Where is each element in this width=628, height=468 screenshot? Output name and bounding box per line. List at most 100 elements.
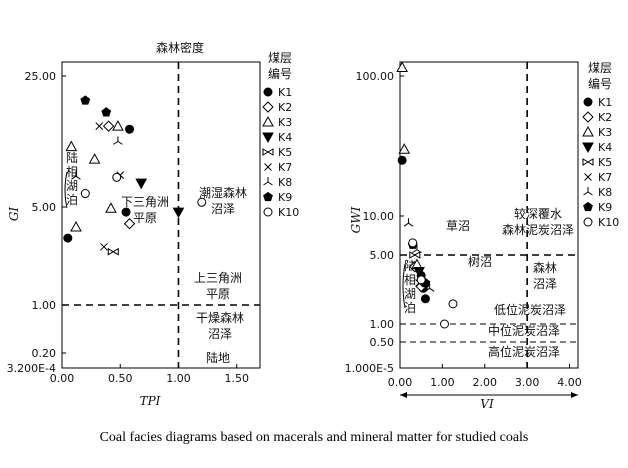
right-data-points bbox=[396, 61, 458, 329]
left-ann-bracket bbox=[64, 171, 68, 209]
legend-left-marker-k2 bbox=[262, 101, 274, 113]
left-ann-continental-lake-char: 湖 bbox=[66, 178, 78, 193]
legend-right-title-line2: 编号 bbox=[588, 76, 612, 91]
right-ann-continental-lake-char: 泊 bbox=[404, 301, 416, 315]
left-ann-lower-delta-1: 下三角洲 bbox=[121, 195, 169, 209]
right-ann-deep-forest-1: 较深覆水 bbox=[514, 206, 562, 221]
right-x-tick-label: 0.00 bbox=[388, 376, 413, 389]
right-y-tick-label: 1.000E-5 bbox=[345, 362, 394, 375]
right-ann-bracket bbox=[402, 263, 406, 309]
right-x-axis-label: VI bbox=[480, 397, 494, 411]
right-point-k5 bbox=[409, 251, 421, 259]
left-data-points bbox=[63, 95, 207, 256]
right-ann-mid-peat: 中位泥炭沼泽 bbox=[488, 323, 560, 338]
left-point-k8 bbox=[71, 171, 81, 180]
left-point-k3 bbox=[112, 120, 124, 131]
right-point-k10 bbox=[408, 238, 418, 248]
left-point-k3 bbox=[70, 220, 82, 232]
right-y-tick-label: 5.00 bbox=[370, 249, 395, 262]
right-plot-frame bbox=[399, 61, 579, 369]
right-ann-deep-forest-2: 森林泥炭沼泽 bbox=[502, 222, 574, 237]
right-ann-continental-lake-char: 湖 bbox=[404, 286, 416, 301]
left-point-k10 bbox=[197, 197, 207, 207]
left-ann-land: 陆地 bbox=[206, 350, 230, 365]
legend-left-label-k7: K7 bbox=[278, 161, 292, 174]
left-point-k3 bbox=[65, 140, 78, 152]
right-point-k8 bbox=[424, 283, 435, 292]
left-chart-title: 森林密度 bbox=[156, 40, 204, 55]
legend-right-label-k7: K7 bbox=[598, 171, 612, 184]
legend-left-marker-k3 bbox=[262, 115, 274, 127]
left-tick-group: 0.00 0.50 1.00 1.50 25.00 5.00 1.00 0.20 3.200E-… bbox=[7, 70, 249, 385]
left-point-k1 bbox=[121, 207, 131, 217]
legend-left-label-k5: K5 bbox=[278, 146, 292, 159]
legend-left-label-k9: K9 bbox=[278, 191, 292, 204]
legend-right-label-k1: K1 bbox=[598, 96, 612, 109]
figure-caption: Coal facies diagrams based on macerals a… bbox=[99, 430, 529, 445]
right-y-tick-label: 10.00 bbox=[363, 210, 395, 223]
right-x-tick-label: 1.00 bbox=[430, 376, 455, 389]
left-x-tick-label: 0.50 bbox=[108, 372, 133, 385]
left-point-k8 bbox=[113, 136, 123, 145]
legend-left-title-line1: 煤层 bbox=[268, 51, 292, 65]
left-point-k7 bbox=[100, 242, 108, 251]
left-chart: 森林密度 0.00 0.50 1.00 1.50 25.00 5.00 1.00 0.20 3.… bbox=[7, 40, 261, 408]
legend-left-marker-k9 bbox=[263, 191, 273, 202]
legend-left-label-k1: K1 bbox=[278, 86, 292, 99]
left-plot-frame bbox=[61, 61, 261, 369]
left-point-k2 bbox=[102, 120, 115, 132]
left-y-tick-label: 3.200E-4 bbox=[7, 362, 56, 375]
right-point-k8 bbox=[403, 218, 414, 227]
left-y-tick-label: 25.00 bbox=[25, 70, 57, 83]
left-point-k4 bbox=[135, 178, 148, 190]
left-ann-continental-lake-char: 相 bbox=[66, 165, 78, 179]
left-y-tick-label: 0.20 bbox=[32, 347, 57, 360]
left-x-tick-label: 1.50 bbox=[224, 372, 249, 385]
left-ann-dry-forest-2: 沼泽 bbox=[208, 327, 232, 341]
left-point-k10 bbox=[112, 172, 122, 182]
legend-right-label-k5: K5 bbox=[598, 156, 612, 169]
left-point-k2 bbox=[123, 218, 136, 230]
legend-right-marker-k1 bbox=[583, 97, 593, 107]
left-ann-upper-delta-1: 上三角洲 bbox=[194, 271, 242, 285]
legend-right-label-k4: K4 bbox=[598, 141, 612, 154]
left-y-tick-label: 1.00 bbox=[32, 299, 57, 312]
legend-right-marker-k2 bbox=[582, 111, 594, 123]
legend-right-marker-k5 bbox=[582, 158, 594, 166]
legend-right-label-k3: K3 bbox=[598, 126, 612, 139]
right-point-k3 bbox=[396, 61, 408, 73]
legend-left-title-line2: 编号 bbox=[268, 66, 292, 81]
legend-right-label-k2: K2 bbox=[598, 111, 612, 124]
legend-right-marker-k10 bbox=[583, 217, 593, 227]
legend-left-marker-k10 bbox=[263, 207, 273, 217]
right-y-axis-label: GWI bbox=[349, 206, 363, 233]
left-point-k5 bbox=[107, 247, 119, 256]
legend-right-label-k9: K9 bbox=[598, 201, 612, 214]
legend-left-label-k2: K2 bbox=[278, 101, 292, 114]
right-y-tick-label: 100.00 bbox=[356, 70, 395, 83]
left-point-k3 bbox=[105, 202, 117, 213]
right-ann-tree-swamp: 树沼 bbox=[468, 254, 492, 269]
left-ann-dry-forest-1: 干燥森林 bbox=[196, 310, 244, 325]
legend-left-marker-k7 bbox=[264, 163, 272, 171]
right-x-tick-label: 3.00 bbox=[515, 376, 540, 389]
legend-right-title-line1: 煤层 bbox=[588, 61, 612, 75]
right-point-k10 bbox=[440, 319, 449, 329]
legend-right-marker-k9 bbox=[583, 201, 593, 212]
legend-right-marker-k7 bbox=[584, 173, 592, 181]
right-point-k3 bbox=[398, 143, 411, 154]
left-ann-lower-delta-2: 平原 bbox=[133, 211, 157, 225]
right-guide-lines bbox=[400, 62, 578, 368]
left-point-k9 bbox=[80, 95, 91, 105]
legend-left-marker-k4 bbox=[262, 132, 274, 144]
legend-left-marker-k5 bbox=[262, 148, 274, 156]
right-ann-high-peat: 高位泥炭沼泽 bbox=[488, 344, 560, 359]
right-x-tick-label: 4.00 bbox=[557, 376, 582, 389]
right-ann-forest-swamp-1: 森林 bbox=[533, 260, 557, 275]
right-point-k1 bbox=[420, 294, 430, 304]
left-ann-continental-lake-char: 泊 bbox=[66, 193, 78, 207]
left-guide-lines bbox=[62, 62, 260, 368]
